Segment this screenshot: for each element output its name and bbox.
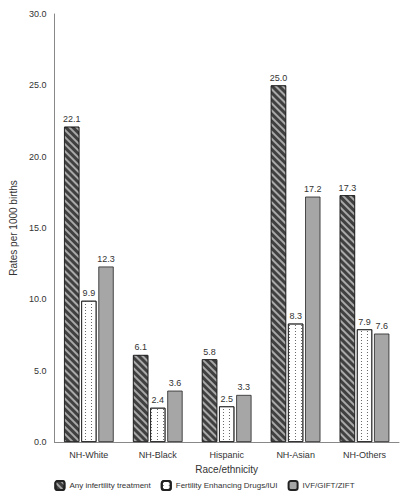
svg-text:5.0: 5.0 bbox=[34, 366, 47, 376]
svg-text:0.0: 0.0 bbox=[34, 437, 47, 447]
svg-text:20.0: 20.0 bbox=[29, 152, 47, 162]
svg-text:15.0: 15.0 bbox=[29, 223, 47, 233]
svg-text:Hispanic: Hispanic bbox=[209, 450, 244, 460]
svg-text:2.5: 2.5 bbox=[220, 394, 233, 404]
svg-text:5.8: 5.8 bbox=[203, 347, 216, 357]
svg-text:7.9: 7.9 bbox=[358, 317, 371, 327]
svg-text:17.3: 17.3 bbox=[339, 183, 357, 193]
svg-text:25.0: 25.0 bbox=[29, 80, 47, 90]
svg-text:Fertility Enhancing Drugs/IUI: Fertility Enhancing Drugs/IUI bbox=[176, 481, 278, 490]
svg-text:25.0: 25.0 bbox=[270, 73, 288, 83]
svg-text:7.6: 7.6 bbox=[375, 321, 388, 331]
svg-text:NH-Others: NH-Others bbox=[343, 450, 387, 460]
svg-text:12.3: 12.3 bbox=[97, 254, 115, 264]
svg-text:2.4: 2.4 bbox=[152, 395, 165, 405]
svg-text:30.0: 30.0 bbox=[29, 9, 47, 19]
svg-text:NH-Black: NH-Black bbox=[139, 450, 178, 460]
svg-text:3.6: 3.6 bbox=[169, 378, 182, 388]
svg-text:10.0: 10.0 bbox=[29, 294, 47, 304]
svg-text:8.3: 8.3 bbox=[289, 311, 302, 321]
svg-text:22.1: 22.1 bbox=[63, 114, 81, 124]
svg-text:Rates per 1000 births: Rates per 1000 births bbox=[8, 180, 19, 276]
svg-text:Race/ethnicity: Race/ethnicity bbox=[195, 464, 258, 475]
svg-text:Any infertility treatment: Any infertility treatment bbox=[69, 481, 151, 490]
svg-text:NH-White: NH-White bbox=[69, 450, 108, 460]
svg-text:NH-Asian: NH-Asian bbox=[276, 450, 315, 460]
svg-text:9.9: 9.9 bbox=[83, 288, 96, 298]
svg-text:IVF/GIFT/ZIFT: IVF/GIFT/ZIFT bbox=[303, 481, 355, 490]
svg-text:6.1: 6.1 bbox=[134, 342, 147, 352]
svg-text:17.2: 17.2 bbox=[304, 184, 322, 194]
svg-text:3.3: 3.3 bbox=[238, 382, 251, 392]
